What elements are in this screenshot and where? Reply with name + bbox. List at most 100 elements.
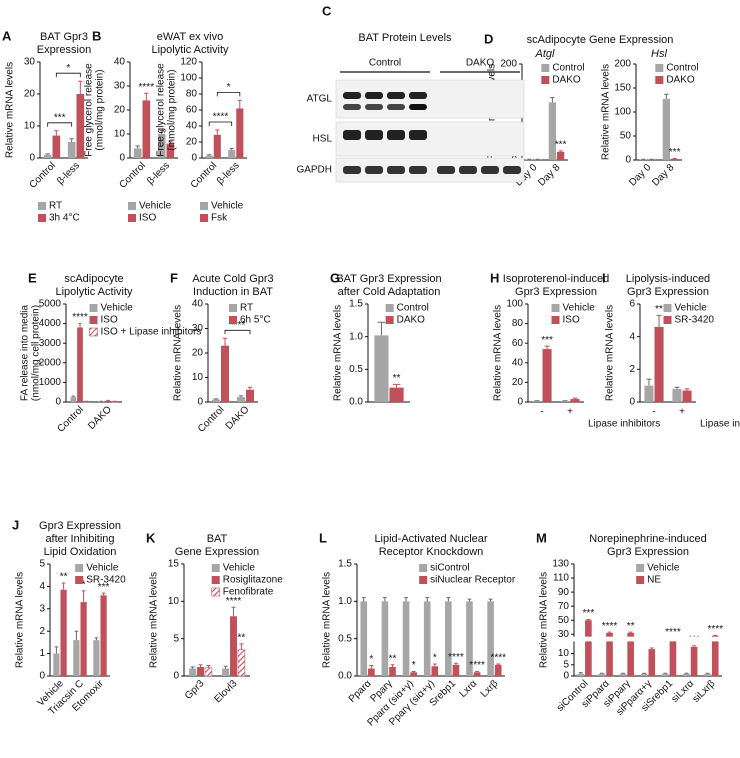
bar — [683, 673, 690, 676]
legend-label: Vehicle — [223, 563, 256, 574]
legend-label: RT — [240, 303, 253, 314]
y-tick-label: 0.5 — [338, 633, 352, 644]
error-bar — [607, 631, 612, 633]
chart-title: Gpr3 Expression — [515, 286, 597, 298]
y-tick-label: 40 — [186, 121, 198, 132]
significance-label: * — [369, 654, 373, 665]
bar — [374, 335, 389, 402]
error-bar — [664, 93, 669, 100]
chart-title: BAT Gpr3 — [40, 31, 88, 43]
y-tick-label: 10 — [192, 372, 204, 383]
legend-swatch — [211, 576, 220, 584]
legend-label: 3h 4°C — [49, 213, 80, 224]
y-tick-label: 5000 — [39, 299, 62, 310]
x-axis-label: Lipase inhibitors — [588, 419, 660, 430]
legend-swatch — [419, 564, 428, 572]
bar — [690, 646, 698, 676]
band — [365, 166, 383, 174]
y-tick-label: 30 — [558, 629, 570, 640]
bar — [445, 601, 452, 676]
x-tick-label: - — [540, 407, 543, 418]
x-tick-label: Day 8 — [650, 162, 677, 189]
bar — [52, 135, 61, 158]
y-tick-label: 0 — [55, 397, 61, 408]
bar — [60, 589, 67, 676]
y-tick-label: 3000 — [39, 338, 62, 349]
y-axis-label: FA release into media — [20, 304, 31, 401]
bar — [648, 649, 656, 676]
chart-title: Receptor Knockdown — [379, 546, 484, 558]
error-bar — [215, 129, 220, 135]
legend-label: 6h 5°C — [240, 315, 271, 326]
y-tick-label: 130 — [552, 559, 569, 570]
significance-bracket — [208, 121, 233, 126]
error-bar — [71, 395, 75, 398]
error-bar — [231, 606, 236, 617]
y-axis-label: Relative mRNA levels — [322, 572, 333, 668]
legend-swatch — [541, 64, 550, 72]
legend-swatch — [211, 587, 221, 597]
bar — [205, 155, 213, 158]
chart-title: Lipid Oxidation — [44, 546, 117, 558]
error-bar — [198, 664, 203, 668]
band — [387, 130, 405, 140]
y-tick-label: 5 — [173, 633, 179, 644]
bar — [204, 667, 213, 677]
band — [409, 166, 427, 174]
legend-label: NE — [647, 575, 661, 586]
error-bar — [45, 153, 50, 155]
bracket-label: **** — [213, 112, 229, 123]
y-tick-label: 100 — [506, 299, 523, 310]
error-bar — [475, 671, 479, 673]
error-bar — [646, 378, 652, 386]
x-tick-label: Lxrα — [458, 678, 480, 700]
significance-label: * — [82, 580, 86, 591]
error-bar — [207, 154, 212, 156]
y-tick-label: 20 — [192, 348, 204, 359]
bar — [585, 620, 592, 676]
error-bar — [446, 597, 451, 602]
bar — [494, 664, 502, 676]
blot-strip — [335, 121, 525, 157]
bar — [619, 673, 627, 676]
x-tick-label: DAKO — [224, 404, 252, 432]
band — [409, 104, 427, 110]
legend-label: DAKO — [397, 315, 426, 326]
bar — [70, 397, 77, 402]
significance-bracket — [216, 92, 241, 97]
y-axis-label: (nmol/mg cell protein) — [31, 305, 42, 401]
bar — [711, 635, 719, 676]
legend-label: Vehicle — [86, 563, 119, 574]
y-tick-label: 120 — [180, 57, 197, 68]
legend-swatch — [89, 327, 98, 337]
y-tick-label: 30 — [114, 81, 126, 92]
bar — [662, 99, 670, 160]
x-tick-label: β-less — [215, 160, 242, 187]
legend-swatch — [655, 76, 664, 84]
bar — [389, 387, 404, 402]
y-tick-label: 0 — [173, 671, 179, 682]
bar — [389, 667, 396, 676]
error-bar — [467, 598, 472, 602]
bar — [654, 326, 664, 402]
y-axis-label: (mmol/mg protein) — [167, 69, 178, 150]
error-bar — [454, 662, 458, 665]
chart-title: eWAT ex vivo — [157, 31, 223, 43]
legend-label: RT — [49, 201, 62, 212]
error-bar — [656, 314, 662, 327]
y-tick-label: 0 — [119, 153, 125, 164]
bar — [230, 616, 237, 676]
band — [437, 166, 455, 174]
legend-swatch — [75, 576, 84, 584]
legend-swatch — [75, 564, 84, 572]
error-bar — [377, 321, 386, 336]
y-axis-label: Relative mRNA levels — [15, 572, 26, 668]
significance-label: **** — [469, 660, 485, 671]
legend-swatch — [38, 202, 46, 210]
y-tick-label: 40 — [192, 299, 204, 310]
y-tick-label: 0 — [39, 671, 45, 682]
bar — [43, 154, 52, 158]
significance-label: * — [433, 653, 437, 664]
error-bar — [628, 631, 633, 633]
error-bar — [411, 671, 416, 673]
